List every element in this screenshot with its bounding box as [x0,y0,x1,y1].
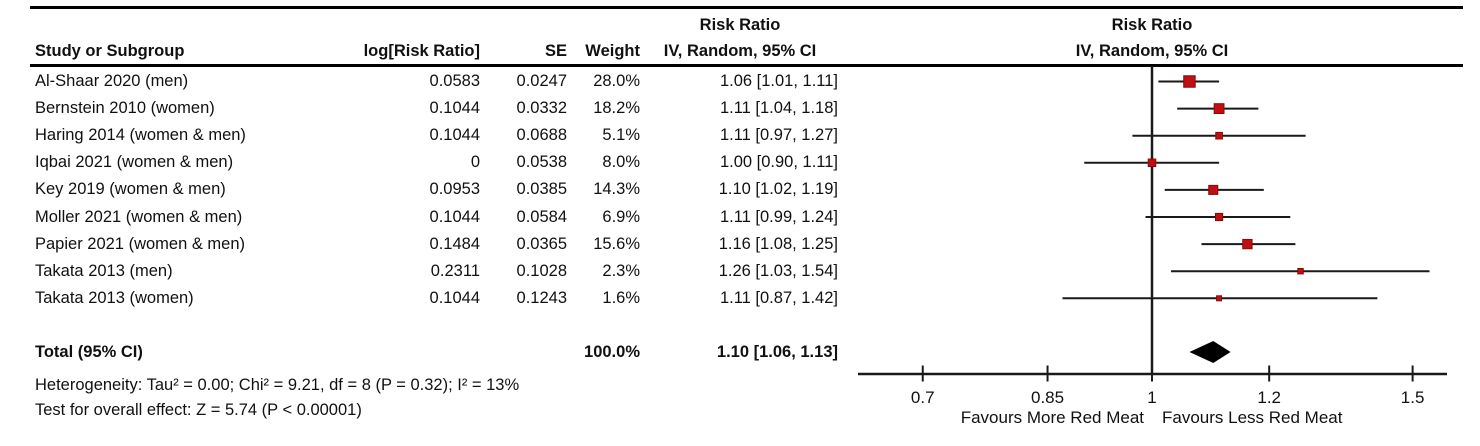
risk-ratio-ci-value: 1.06 [1.01, 1.11] [719,72,838,90]
column-header-risk-ratio: Risk Ratio [699,16,781,34]
axis-tick-label: 1 [1147,388,1156,407]
plot-header-model-ci: IV, Random, 95% CI [1075,42,1229,60]
se-value: 0.0538 [516,153,567,172]
study-row: Al-Shaar 2020 (men) 0.0583 0.0247 28.0% 1.06… [0,68,860,95]
log-risk-ratio-value: 0.1484 [429,234,480,253]
column-header-log-risk-ratio: log[Risk Ratio] [363,42,480,60]
column-header-weight: Weight [585,42,640,60]
weight-value: 8.0% [602,153,640,172]
log-risk-ratio-value: 0.0953 [429,180,480,199]
axis-tick-label: 1.2 [1257,388,1281,407]
risk-ratio-ci-value: 1.26 [1.03, 1.54] [718,261,838,280]
risk-ratio-ci-value: 1.10 [1.02, 1.19] [718,180,838,199]
weight-value: 18.2% [593,99,640,118]
axis-tick-label: 1.5 [1401,388,1425,407]
risk-ratio-ci-value: 1.11 [1.04, 1.18] [719,99,838,118]
weight-value: 15.6% [593,234,640,253]
log-risk-ratio-value: 0.0583 [429,72,480,90]
weight-value: 14.3% [593,180,640,199]
study-name: Papier 2021 (women & men) [35,234,246,253]
risk-ratio-ci-value: 1.11 [0.87, 1.42] [719,288,838,307]
study-row: Takata 2013 (men) 0.2311 0.1028 2.3% 1.26 [1… [0,258,860,285]
log-risk-ratio-value: 0 [470,153,480,172]
se-value: 0.1243 [516,288,567,307]
total-row: Total (95% CI) 100.0% 1.10 [1.06, 1.13] [0,339,860,366]
study-name: Iqbai 2021 (women & men) [35,153,234,172]
total-label: Total (95% CI) [35,342,143,361]
effect-square [1215,131,1223,140]
axis-tick-label: 0.7 [911,388,935,407]
column-header-model-ci: IV, Random, 95% CI [663,42,817,60]
study-row: Haring 2014 (women & men) 0.1044 0.0688 5.1… [0,122,860,149]
weight-value: 28.0% [593,72,640,90]
effect-square [1242,238,1253,250]
se-value: 0.0365 [516,234,567,253]
risk-ratio-ci-value: 1.11 [0.99, 1.24] [719,207,838,226]
effect-square [1216,295,1223,302]
study-row: Papier 2021 (women & men) 0.1484 0.0365 15.… [0,231,860,258]
study-row: Bernstein 2010 (women) 0.1044 0.0332 18.2% 1… [0,95,860,122]
heterogeneity-note: Heterogeneity: Tau² = 0.00; Chi² = 9.21,… [35,376,520,394]
log-risk-ratio-value: 0.1044 [429,126,480,145]
study-name: Moller 2021 (women & men) [35,207,243,226]
study-row: Iqbai 2021 (women & men) 0 0.0538 8.0% 1.00 … [0,149,860,176]
effect-square [1213,103,1225,115]
effect-square [1208,184,1219,195]
se-value: 0.0332 [516,99,567,118]
axis-tick-label: 0.85 [1031,388,1064,407]
log-risk-ratio-value: 0.2311 [430,261,480,280]
effect-square [1297,267,1304,275]
plot-header-risk-ratio: Risk Ratio [1111,16,1193,34]
favours-left-label: Favours More Red Meat [961,408,1145,427]
effect-square [1214,212,1224,222]
risk-ratio-ci-value: 1.00 [0.90, 1.11] [719,153,838,172]
weight-value: 5.1% [602,126,640,145]
log-risk-ratio-value: 0.1044 [429,288,480,307]
study-row: Key 2019 (women & men) 0.0953 0.0385 14.3% 1… [0,176,860,203]
study-name: Haring 2014 (women & men) [35,126,246,145]
weight-value: 1.6% [602,288,640,307]
study-name: Takata 2013 (men) [35,261,173,280]
overall-effect-note: Test for overall effect: Z = 5.74 (P < 0… [35,401,362,419]
se-value: 0.0688 [516,126,567,145]
study-name: Takata 2013 (women) [35,288,194,307]
study-name: Al-Shaar 2020 (men) [35,72,189,90]
summary-diamond [1189,341,1231,363]
effect-square [1147,158,1157,168]
study-name: Bernstein 2010 (women) [35,99,215,118]
log-risk-ratio-value: 0.1044 [429,99,480,118]
se-value: 0.0584 [516,207,567,226]
study-row: Takata 2013 (women) 0.1044 0.1243 1.6% 1.11 … [0,285,860,312]
total-risk-ratio-ci: 1.10 [1.06, 1.13] [716,342,838,361]
study-name: Key 2019 (women & men) [35,180,226,199]
total-weight: 100.0% [584,342,640,361]
favours-right-label: Favours Less Red Meat [1162,408,1343,427]
top-rule [30,6,1463,9]
weight-value: 6.9% [602,207,640,226]
effect-square [1183,75,1196,88]
study-row: Moller 2021 (women & men) 0.1044 0.0584 6.9… [0,204,860,231]
header-rule [30,64,1463,67]
weight-value: 2.3% [602,261,640,280]
risk-ratio-ci-value: 1.11 [0.97, 1.27] [719,126,838,145]
se-value: 0.0247 [516,72,567,90]
column-header-study: Study or Subgroup [35,42,185,60]
se-value: 0.1028 [516,261,567,280]
risk-ratio-ci-value: 1.16 [1.08, 1.25] [718,234,838,253]
column-header-se: SE [544,42,567,60]
se-value: 0.0385 [516,180,567,199]
log-risk-ratio-value: 0.1044 [429,207,480,226]
